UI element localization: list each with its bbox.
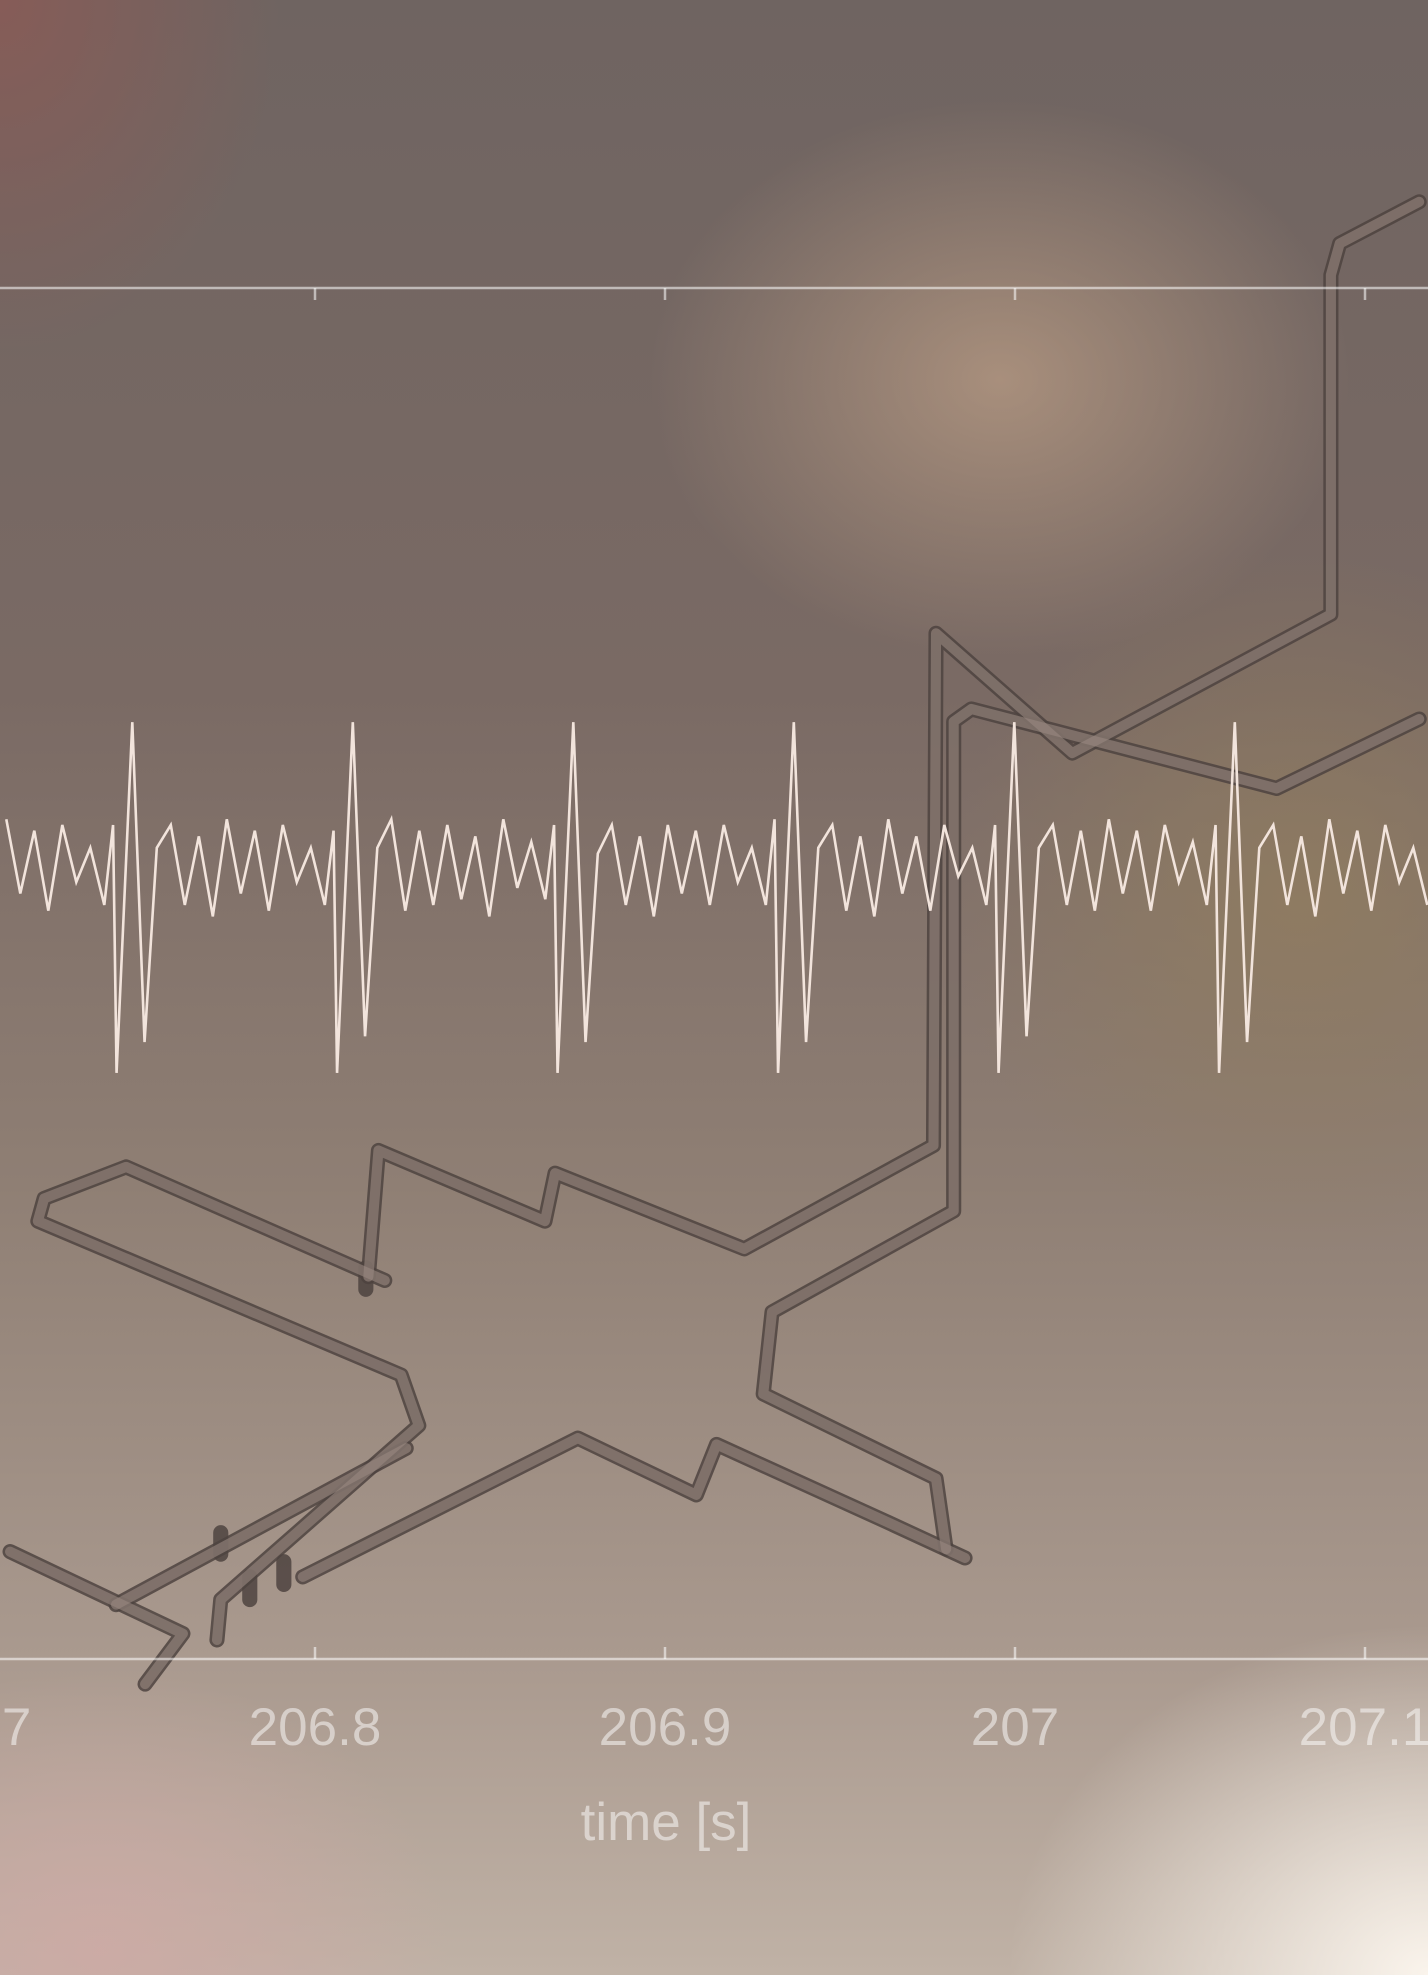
- pipe-drawing: [2, 194, 1427, 1692]
- x-tick-label: 206.9: [599, 1698, 732, 1757]
- x-tick-label: 206.8: [249, 1698, 382, 1757]
- signal-line: [5, 722, 1428, 1073]
- x-tick-label: 206.7: [0, 1698, 31, 1757]
- x-tick-label: 207.1: [1299, 1698, 1428, 1757]
- x-tick-label: 207: [971, 1698, 1059, 1757]
- x-axis-label: time [s]: [581, 1793, 752, 1852]
